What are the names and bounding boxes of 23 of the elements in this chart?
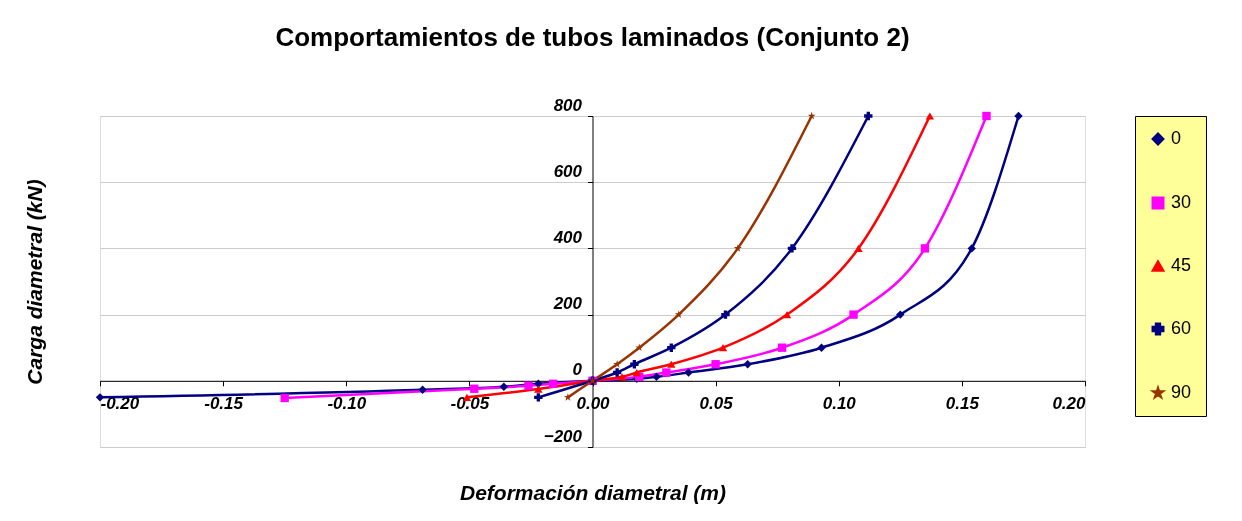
x-tick-label: -0.15 <box>204 394 244 414</box>
legend-label: 45 <box>1171 255 1192 275</box>
chart-title: Comportamientos de tubos laminados (Conjunto 2) <box>275 22 910 52</box>
legend-label: 90 <box>1171 382 1192 402</box>
y-tick-label: −200 <box>543 426 583 446</box>
y-tick-label: 400 <box>552 227 583 247</box>
y-tick-label: 200 <box>552 294 583 314</box>
legend-label: 0 <box>1171 128 1182 148</box>
y-axis-title: Carga diametral (kN) <box>22 179 46 385</box>
x-tick-label: 0.10 <box>822 394 857 414</box>
y-tick-label: 800 <box>553 95 583 115</box>
x-tick-label: -0.05 <box>450 394 490 414</box>
x-tick-label: 0.20 <box>1052 394 1087 414</box>
legend-label: 60 <box>1171 318 1192 338</box>
x-tick-label: 0.00 <box>576 394 611 414</box>
x-tick-label: -0.20 <box>100 394 140 414</box>
y-tick-label: 0 <box>572 360 583 380</box>
x-axis-title: Deformación diametral (m) <box>459 480 727 504</box>
x-tick-label: -0.10 <box>327 394 367 414</box>
x-tick-label: 0.15 <box>945 394 980 414</box>
y-tick-label: 600 <box>553 161 583 181</box>
legend-label: 30 <box>1171 192 1192 212</box>
x-tick-label: 0.05 <box>699 394 734 414</box>
